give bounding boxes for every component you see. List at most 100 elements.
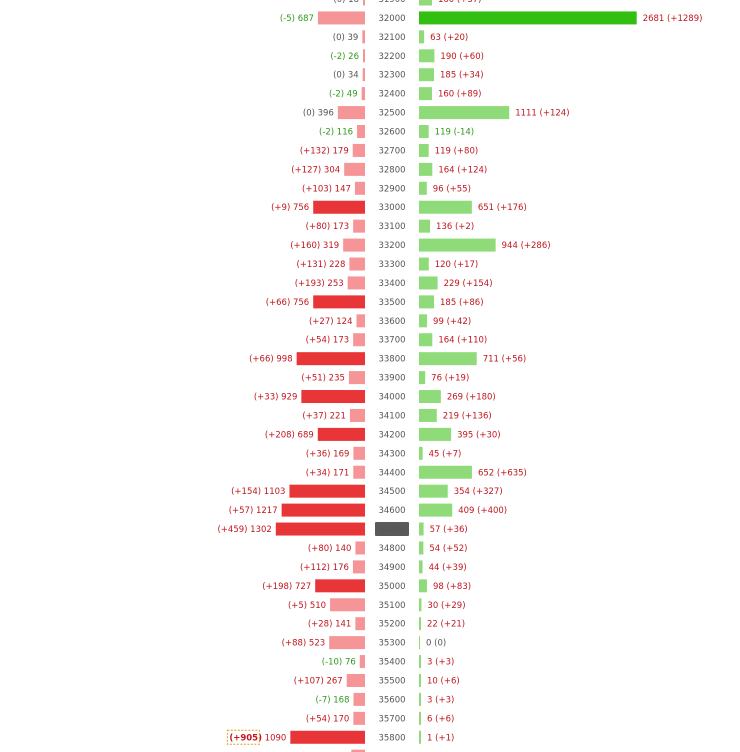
right-bar (419, 0, 432, 6)
right-data-label: 409 (+400) (458, 506, 507, 516)
right-value-label: 219 (443, 411, 462, 421)
left-change-label: (+36) (306, 449, 331, 459)
right-value-label: 96 (433, 184, 447, 194)
left-data-label: (-10) 76 (322, 658, 356, 668)
right-bar (419, 352, 477, 366)
left-data-label: (0) 34 (333, 71, 359, 81)
right-value-label: 99 (433, 317, 447, 327)
right-value-label: 76 (431, 374, 445, 384)
right-bar (419, 427, 452, 441)
right-change-label: (-14) (454, 128, 475, 138)
right-data-label: 0 (0) (426, 639, 446, 649)
chart-row: 33300 (+131) 228 120 (+17) (296, 257, 478, 271)
left-bar (353, 446, 365, 460)
chart-row: 33200 (+160) 319 944 (+286) (290, 238, 551, 252)
left-change-label: (+160) (290, 241, 320, 251)
left-value-label: 221 (327, 411, 346, 421)
left-change-label: (+459) (217, 525, 247, 535)
right-bar (419, 617, 421, 631)
left-data-label: (+131) 228 (296, 260, 345, 270)
right-bar (419, 333, 433, 347)
right-change-label: (+42) (447, 317, 472, 327)
strike-label: 35400 (378, 658, 405, 668)
right-data-label: 185 (+34) (440, 71, 484, 81)
right-change-label: (+19) (445, 374, 470, 384)
strike-label: 32500 (378, 109, 405, 119)
chart-row: 34400 (+34) 171 652 (+635) (306, 465, 527, 479)
right-change-label: (+6) (441, 676, 460, 686)
left-bar (313, 295, 365, 309)
left-bar (362, 68, 365, 82)
left-value-label: 228 (326, 260, 345, 270)
left-change-label: (+107) (294, 676, 324, 686)
right-value-label: 44 (429, 563, 443, 573)
right-change-label: (+180) (466, 393, 496, 403)
left-value-label: 267 (324, 676, 343, 686)
left-change-label: (+51) (301, 374, 326, 384)
right-change-label: (+39) (442, 563, 467, 573)
left-bar (359, 655, 365, 669)
right-value-label: 409 (458, 506, 477, 516)
right-value-label: 136 (436, 222, 455, 232)
chart-row: 32200 (-2) 26 190 (+60) (330, 49, 484, 63)
strike-label: 35600 (378, 695, 405, 705)
right-value-label: 160 (438, 90, 457, 100)
left-bar (289, 484, 365, 498)
strike-label: 35100 (378, 601, 405, 611)
chart-row: 34000 (+33) 929 269 (+180) (254, 390, 496, 404)
left-value-label: 49 (344, 90, 358, 100)
right-change-label: (+21) (441, 620, 466, 630)
left-bar (346, 673, 365, 687)
right-value-label: 944 (502, 241, 521, 251)
left-bar (355, 617, 365, 631)
strike-label: 34400 (378, 468, 405, 478)
left-value-label: 929 (278, 393, 297, 403)
right-data-label: 119 (-14) (435, 128, 474, 138)
left-value-label: 304 (321, 165, 340, 175)
right-data-label: 22 (+21) (427, 620, 465, 630)
left-change-label: (+905) (229, 733, 262, 743)
chart-row: 32000 (-5) 687 2681 (+1289) (280, 11, 702, 25)
left-bar (357, 125, 365, 139)
left-data-label: (+28) 141 (308, 620, 352, 630)
strike-label: 34900 (378, 563, 405, 573)
right-data-label: 3 (+3) (427, 658, 454, 668)
left-bar (329, 636, 365, 650)
left-data-label: (+9) 756 (271, 203, 309, 213)
strike-label: 34200 (378, 430, 405, 440)
left-data-label: (+208) 689 (265, 430, 314, 440)
right-value-label: 3 (427, 658, 435, 668)
strike-label: 31900 (378, 0, 405, 5)
left-change-label: (-2) (319, 128, 334, 138)
right-bar (419, 579, 427, 593)
left-bar (317, 11, 365, 25)
right-value-label: 164 (438, 336, 457, 346)
left-change-label: (+9) (271, 203, 290, 213)
strike-label: 33900 (378, 374, 405, 384)
right-change-label: (+124) (457, 165, 487, 175)
left-value-label: 1217 (253, 506, 277, 516)
left-data-label: (+27) 124 (309, 317, 353, 327)
left-data-label: (+80) 140 (308, 544, 352, 554)
right-value-label: 119 (435, 146, 454, 156)
left-data-label: (+459) 1302 (217, 525, 271, 535)
strike-label: 35200 (378, 620, 405, 630)
left-data-label: (+107) 267 (294, 676, 343, 686)
left-change-label: (0) (333, 71, 345, 81)
right-data-label: 651 (+176) (478, 203, 527, 213)
left-data-label: (+103) 147 (302, 184, 351, 194)
right-bar (419, 522, 424, 536)
left-bar (330, 598, 365, 612)
right-value-label: 10 (427, 676, 441, 686)
right-change-label: (+52) (443, 544, 468, 554)
left-data-label: (0) 396 (303, 109, 334, 119)
left-change-label: (+66) (266, 298, 291, 308)
left-value-label: 179 (330, 146, 349, 156)
left-data-label: (+51) 235 (301, 374, 345, 384)
right-bar (419, 673, 421, 687)
strike-label: 35800 (378, 733, 405, 743)
right-bar (419, 257, 429, 271)
right-bar (419, 598, 422, 612)
left-change-label: (+57) (229, 506, 254, 516)
chart-row: 34700 (+459) 1302 57 (+36) (217, 522, 468, 537)
